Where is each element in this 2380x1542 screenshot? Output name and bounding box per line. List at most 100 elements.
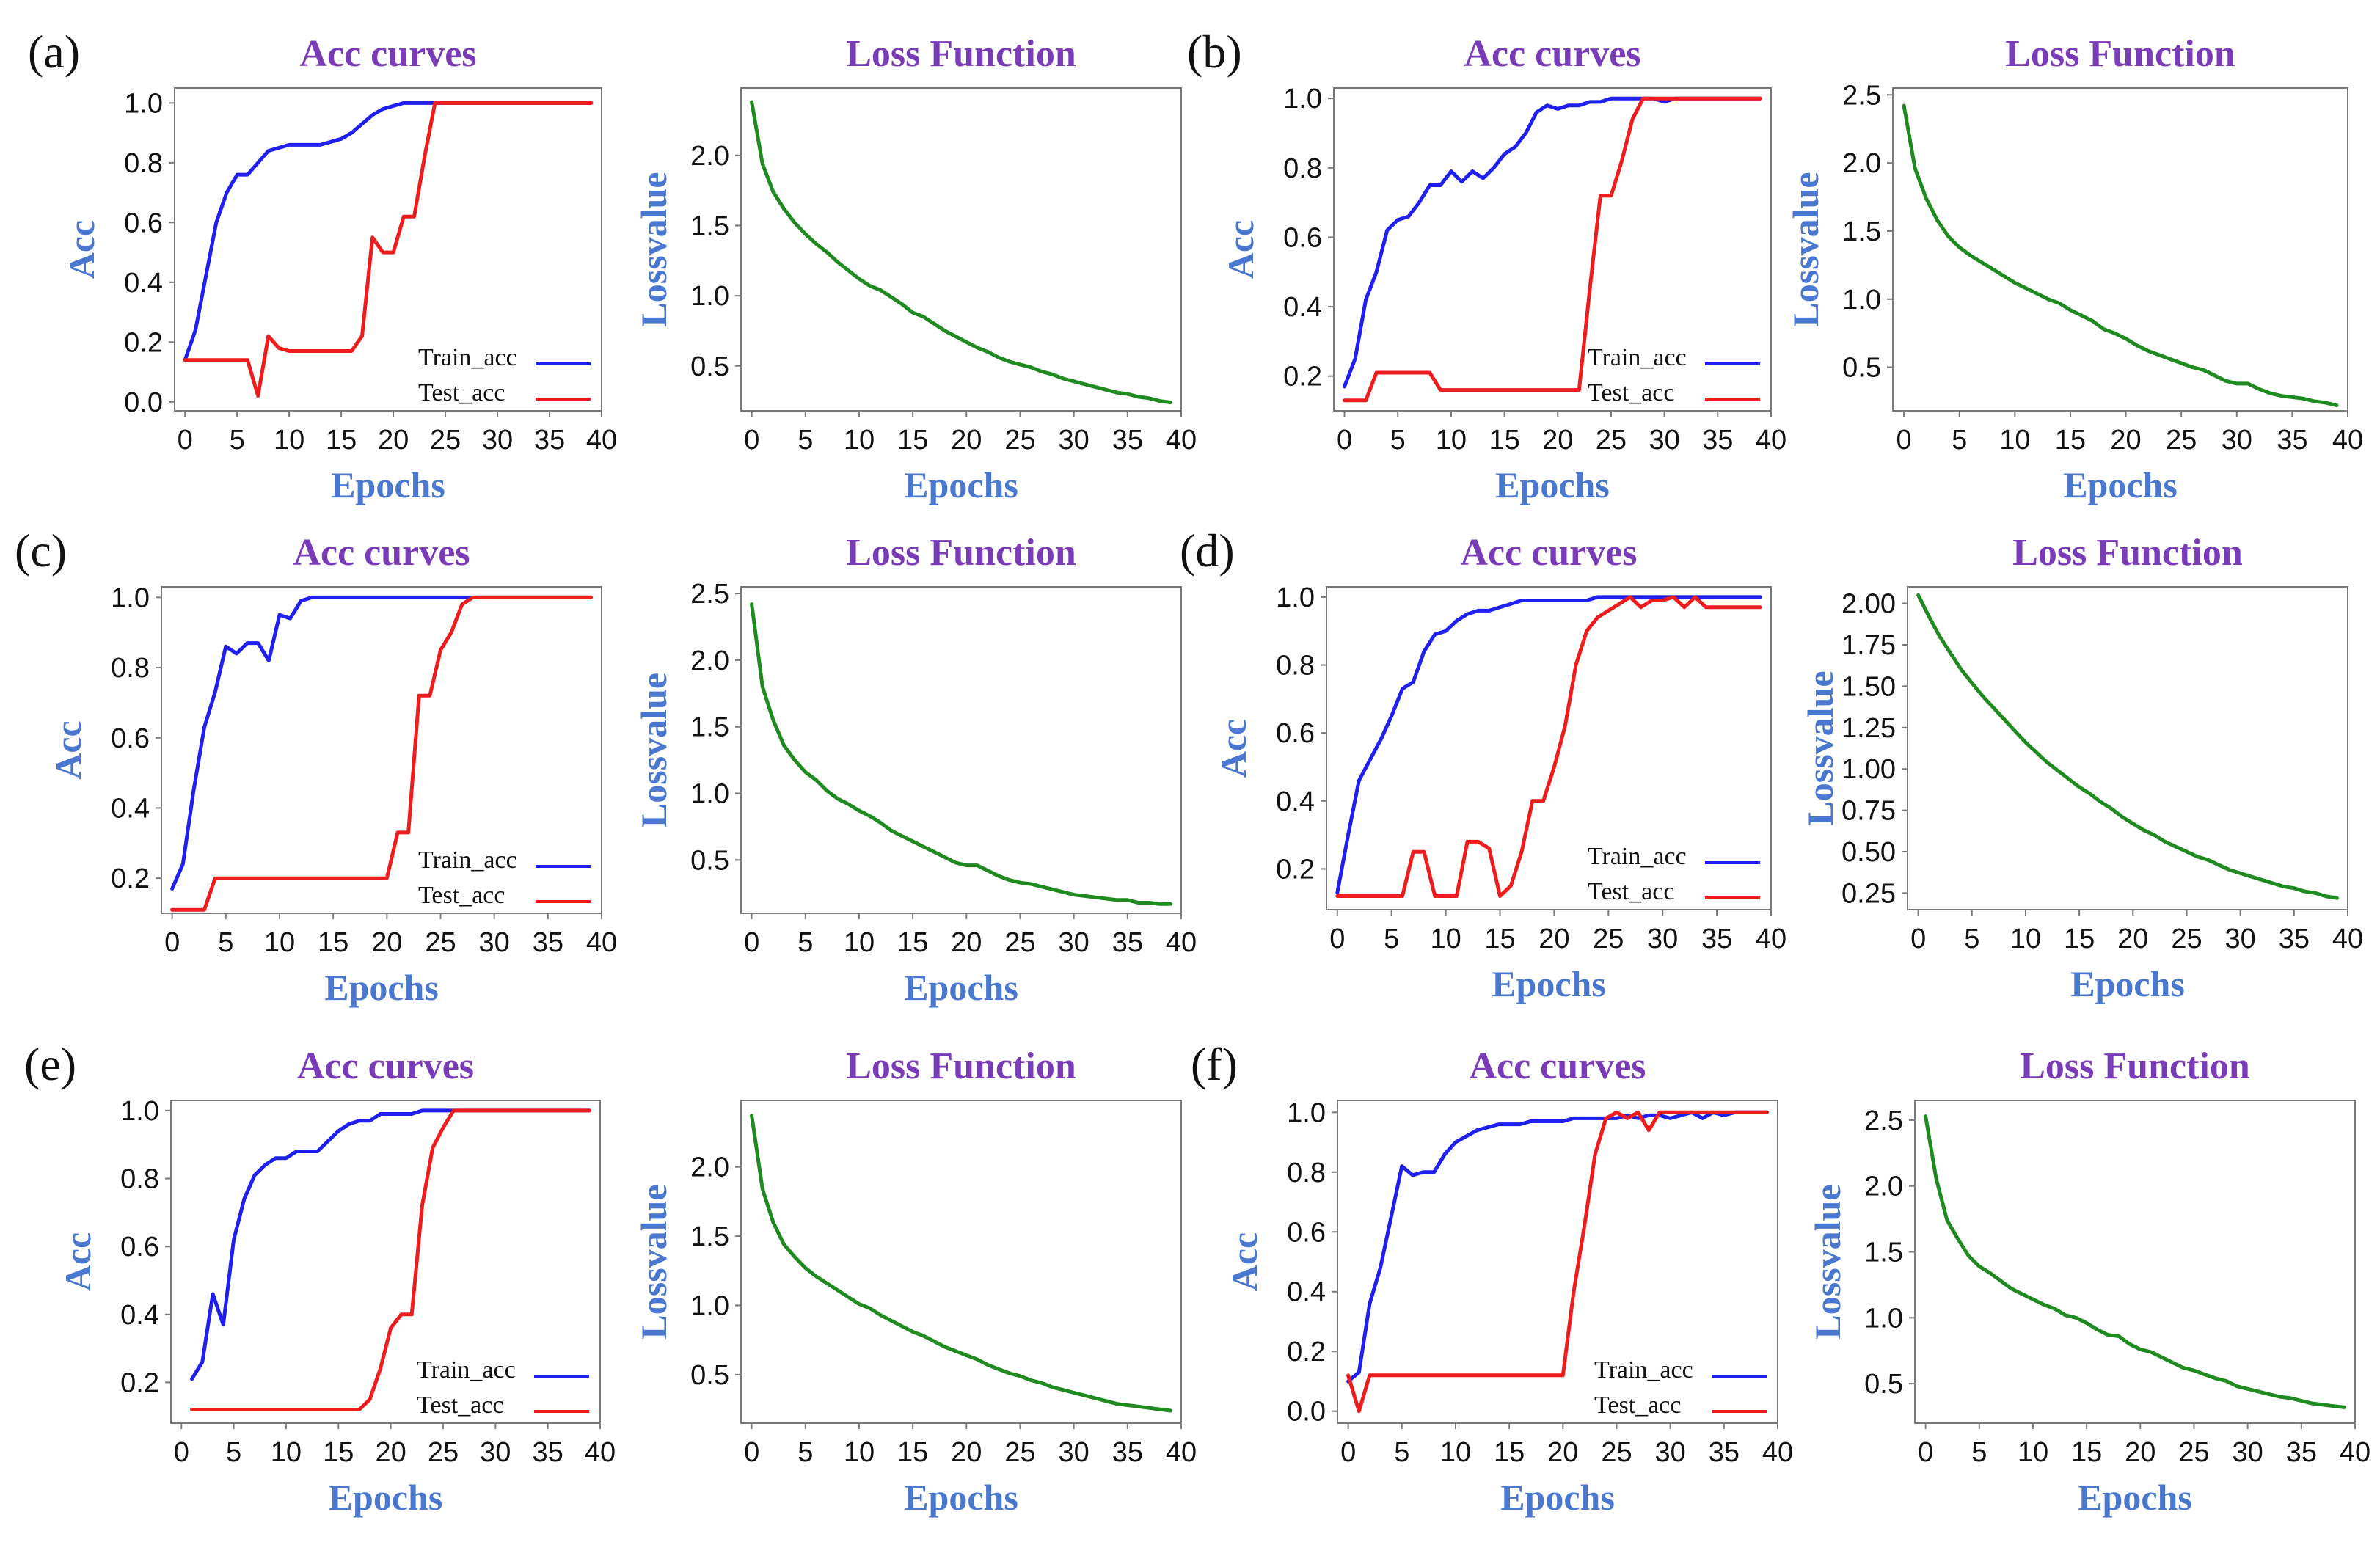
e-acc-ytick-label: 1.0	[120, 1096, 159, 1127]
d-acc-legend-label: Train_acc	[1588, 843, 1687, 870]
b-loss-axes-frame	[1892, 87, 2348, 412]
c-loss-chart: Loss Function 0 5 10 15 20 25 30 35 40 0.5 1.0 1.5 2.…	[633, 532, 1197, 1008]
c-loss-ytick-label: 2.5	[690, 579, 729, 610]
a-acc-xtick-label: 15	[326, 425, 357, 456]
c-loss-xtick-label: 25	[1004, 927, 1035, 958]
f-acc-series-test_acc-line	[1346, 1110, 1769, 1414]
e-acc-ytick-label: 0.8	[120, 1164, 159, 1195]
a-loss-xtick-label: 0	[744, 425, 759, 456]
c-loss-ytick-label: 2.0	[690, 646, 729, 676]
e-loss-title: Loss Function	[846, 1045, 1076, 1087]
a-loss-xtick-label: 25	[1004, 425, 1035, 456]
c-loss-ytick-label: 0.5	[690, 845, 729, 876]
c-acc-ytick-label: 1.0	[111, 582, 150, 613]
b-loss-xlabel: Epochs	[2063, 464, 2178, 505]
c-acc-xtick-label: 25	[425, 927, 456, 958]
c-loss-xtick-label: 35	[1112, 927, 1143, 958]
b-acc-ytick-label: 1.0	[1283, 84, 1322, 114]
d-loss-xtick-label: 0	[1910, 924, 1926, 954]
a-acc-ytick-label: 0.2	[124, 327, 163, 358]
a-loss-xtick-label: 10	[844, 425, 875, 456]
b-acc-xtick-label: 35	[1702, 425, 1733, 456]
b-acc-chart: (b) Acc curves 0 5 10 15 20 25 30 35 40 0.2 0.4 0.6 0.…	[1187, 26, 1786, 505]
d-loss-ytick-label: 1.25	[1841, 713, 1896, 744]
d-loss-xtick-label: 30	[2225, 924, 2256, 954]
b-acc-xtick-label: 40	[1756, 425, 1786, 456]
b-acc-xtick-label: 0	[1337, 425, 1352, 456]
c-acc-chart: (c) Acc curves 0 5 10 15 20 25 30 35 40 0.2 0.4 0.6 0.…	[15, 525, 617, 1008]
c-loss-xtick-label: 5	[797, 927, 813, 958]
c-loss-axes-frame	[740, 586, 1182, 914]
d-acc-ylabel: Acc	[1213, 719, 1254, 778]
c-acc-xtick-label: 40	[586, 927, 617, 958]
a-acc-xtick-label: 25	[430, 425, 461, 456]
a-loss-xtick-label: 40	[1166, 425, 1197, 456]
a-acc-series-train_acc-line	[183, 101, 594, 362]
f-acc-ytick-label: 0.0	[1287, 1397, 1326, 1428]
d-loss-ytick-label: 2.00	[1841, 589, 1896, 620]
a-acc-legend-label: Test_acc	[418, 379, 505, 406]
b-loss-ytick-label: 2.5	[1842, 80, 1881, 111]
e-acc-axes-frame	[170, 1100, 601, 1424]
c-acc-ytick-label: 0.6	[111, 723, 150, 754]
c-loss-xlabel: Epochs	[904, 967, 1018, 1008]
d-loss-xtick-label: 25	[2171, 924, 2202, 954]
e-loss-series-loss-line	[750, 1114, 1172, 1413]
f-loss-title: Loss Function	[2020, 1045, 2250, 1087]
f-loss-xtick-label: 30	[2233, 1437, 2263, 1468]
a-loss-xtick-label: 30	[1059, 425, 1089, 456]
c-loss-xtick-label: 15	[897, 927, 928, 958]
d-acc-legend-label: Test_acc	[1588, 878, 1674, 905]
c-loss-xtick-label: 40	[1166, 927, 1197, 958]
a-loss-ytick-label: 1.0	[690, 281, 729, 312]
e-loss-xtick-label: 30	[1059, 1437, 1089, 1468]
d-acc-xtick-label: 35	[1701, 924, 1732, 954]
d-acc-panel-letter: (d)	[1180, 525, 1235, 577]
e-acc-xtick-label: 5	[226, 1437, 241, 1468]
a-acc-xtick-label: 10	[274, 425, 304, 456]
c-acc-xtick-label: 0	[164, 927, 180, 958]
c-acc-panel-letter: (c)	[15, 525, 67, 577]
d-acc-xtick-label: 20	[1538, 924, 1569, 954]
a-loss-series-loss-line	[750, 100, 1172, 404]
f-loss-ytick-label: 1.5	[1864, 1238, 1903, 1268]
e-loss-xtick-label: 15	[897, 1437, 928, 1468]
f-loss-xtick-label: 10	[2018, 1437, 2048, 1468]
d-loss-xlabel: Epochs	[2070, 963, 2185, 1004]
e-acc-legend-label: Test_acc	[417, 1392, 503, 1419]
e-loss-xtick-label: 0	[744, 1437, 759, 1468]
c-acc-xtick-label: 35	[533, 927, 563, 958]
b-acc-xtick-label: 5	[1390, 425, 1406, 456]
d-loss-xtick-label: 10	[2010, 924, 2041, 954]
b-acc-series-train_acc-line	[1343, 96, 1762, 389]
a-acc-xtick-label: 0	[178, 425, 193, 456]
c-acc-ytick-label: 0.2	[111, 863, 150, 894]
f-acc-axes-frame	[1337, 1100, 1778, 1424]
d-acc-xtick-label: 40	[1756, 924, 1786, 954]
e-loss-xtick-label: 20	[951, 1437, 982, 1468]
e-acc-xtick-label: 35	[533, 1437, 563, 1468]
f-acc-ytick-label: 0.4	[1287, 1277, 1326, 1308]
a-loss-axes-frame	[740, 87, 1182, 412]
b-acc-title: Acc curves	[1464, 33, 1640, 75]
d-acc-xlabel: Epochs	[1492, 963, 1606, 1004]
e-acc-legend-label: Train_acc	[417, 1356, 516, 1384]
e-acc-series-test_acc-line	[190, 1108, 592, 1411]
c-loss-xtick-label: 10	[844, 927, 875, 958]
d-acc-ytick-label: 0.8	[1276, 651, 1315, 682]
f-loss-axes-frame	[1914, 1100, 2356, 1424]
b-acc-xlabel: Epochs	[1495, 464, 1610, 505]
f-loss-ytick-label: 1.0	[1864, 1303, 1903, 1334]
b-loss-ytick-label: 2.0	[1842, 148, 1881, 179]
f-acc-series-train_acc-line	[1346, 1110, 1769, 1384]
d-loss-xtick-label: 5	[1964, 924, 1979, 954]
c-loss-xtick-label: 0	[744, 927, 759, 958]
e-acc-xtick-label: 15	[323, 1437, 354, 1468]
e-acc-panel-letter: (e)	[24, 1038, 76, 1090]
b-acc-xtick-label: 10	[1436, 425, 1467, 456]
d-acc-xtick-label: 10	[1430, 924, 1461, 954]
c-acc-ylabel: Acc	[48, 720, 89, 780]
d-loss-ytick-label: 0.50	[1841, 837, 1896, 868]
a-acc-ytick-label: 1.0	[124, 88, 163, 119]
